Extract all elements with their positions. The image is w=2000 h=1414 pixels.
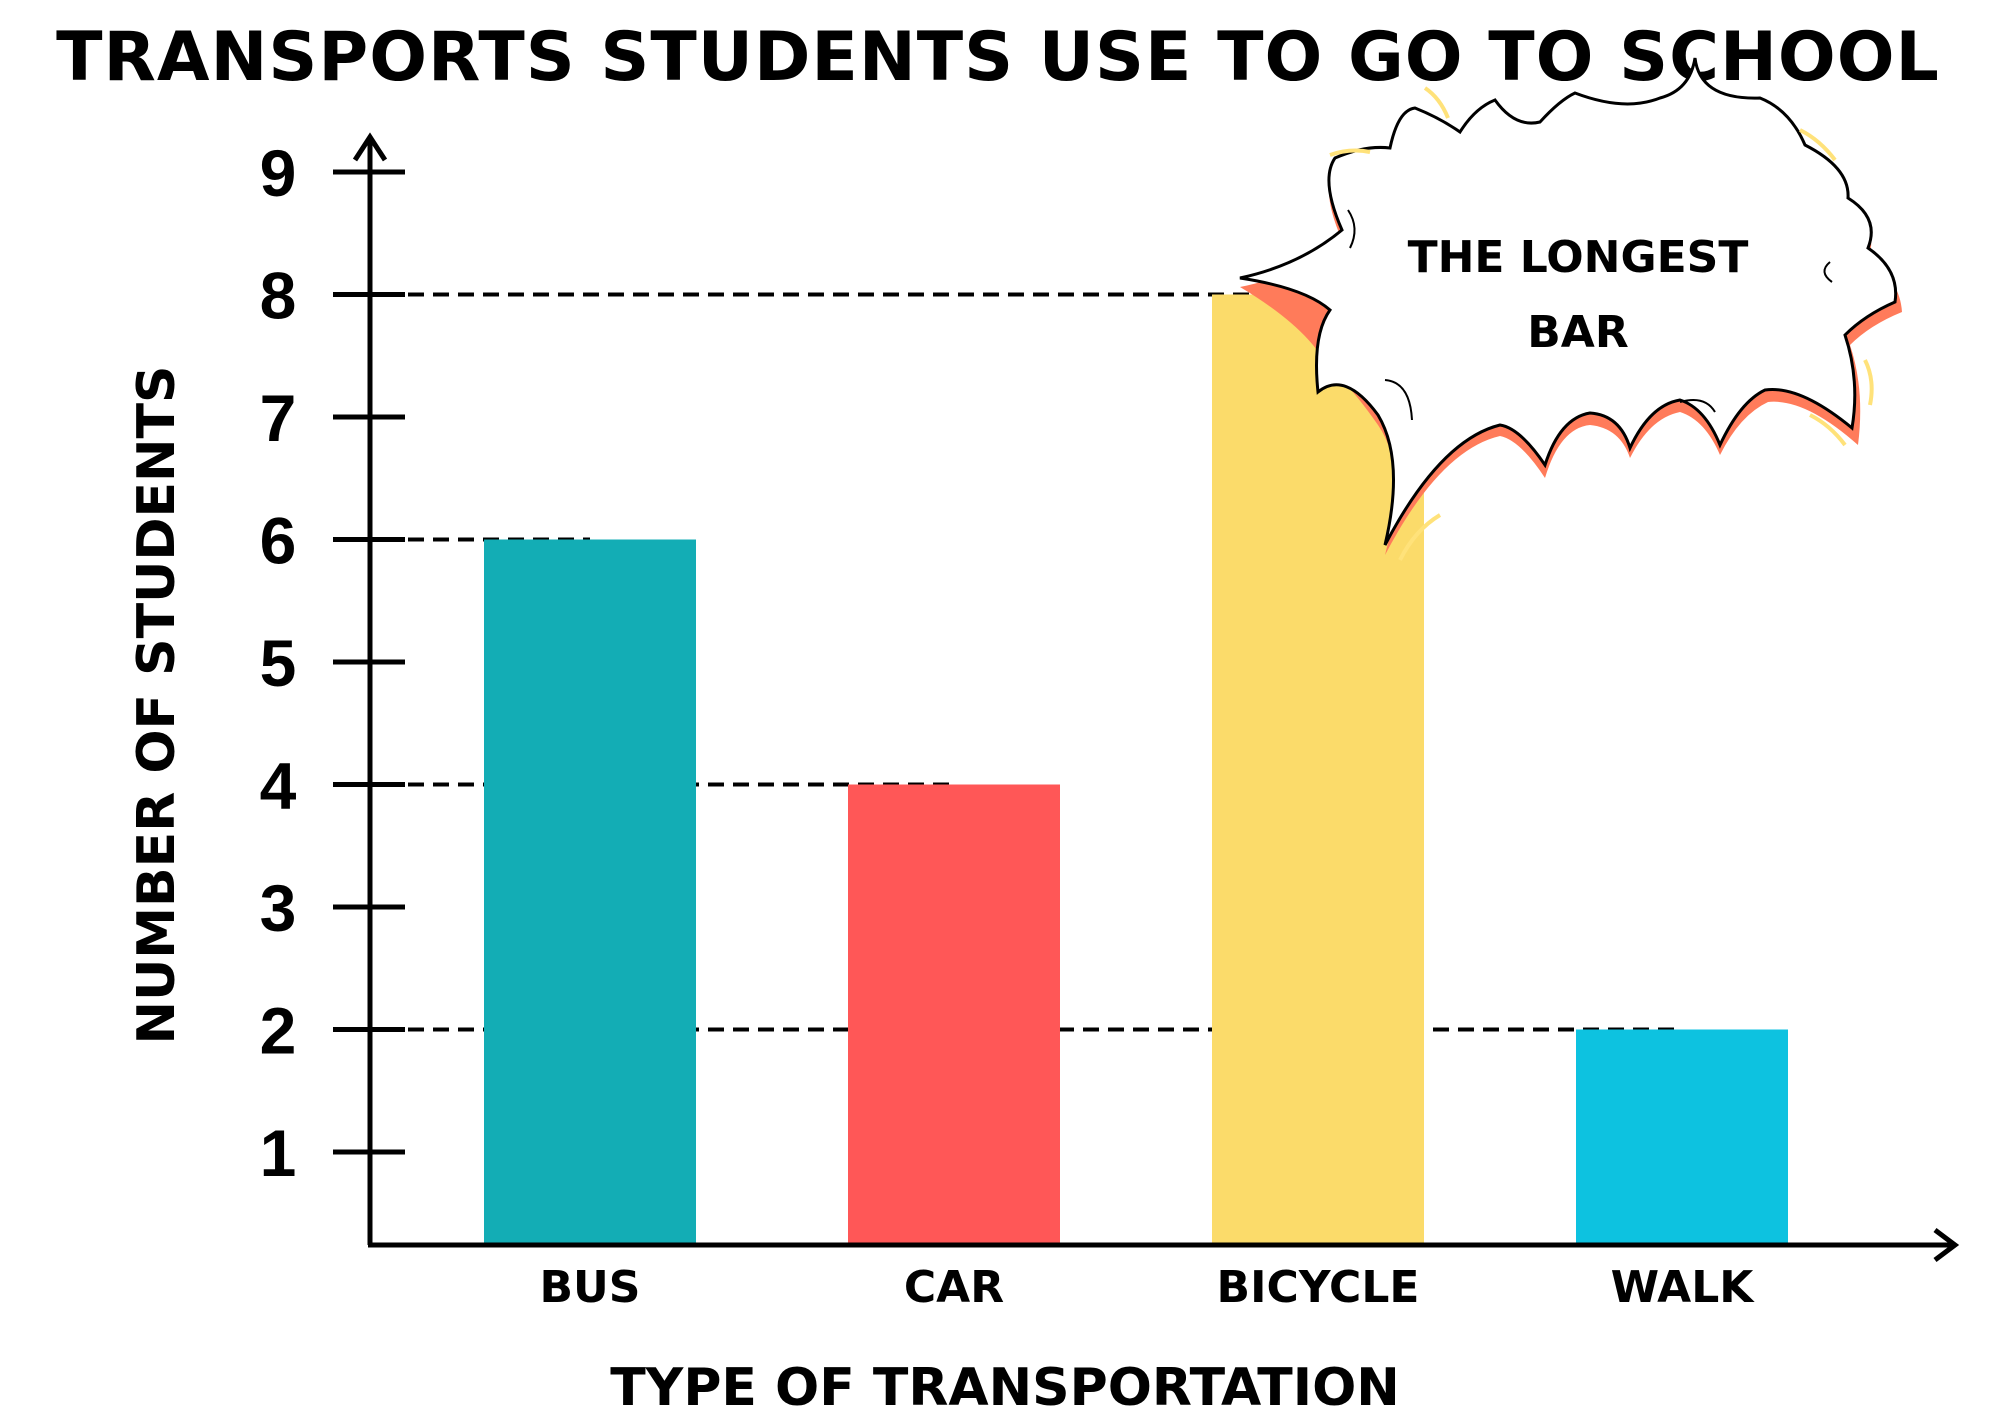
spark-mark [1398,513,1442,561]
spark-mark [1863,359,1874,406]
y-ticks: 1 2 3 4 5 6 7 8 9 [260,136,405,1190]
y-axis-label: NUMBER OF STUDENTS [127,366,187,1045]
y-tick-label: 2 [260,994,297,1068]
spark-mark [1423,86,1450,119]
bar-bus [484,539,696,1243]
y-tick-label: 6 [260,504,297,578]
bubble-outline [1239,57,1898,546]
x-axis-arrow [1933,1228,1960,1262]
y-tick-label: 1 [260,1116,297,1190]
y-tick-label: 4 [260,749,297,823]
y-tick-label: 5 [260,626,297,700]
chart-title: TRANSPORTS STUDENTS USE TO GO TO SCHOOL [56,18,1940,97]
annotation-line-1: THE LONGEST [1408,232,1749,283]
y-axis-arrow [352,132,388,162]
axes [352,132,1960,1262]
spark-mark [1799,128,1837,162]
x-ticks: BUS CAR BICYCLE WALK [540,1262,1756,1313]
x-axis-label: TYPE OF TRANSPORTATION [610,1358,1400,1414]
bars-group [484,294,1788,1243]
annotation-bubble: THE LONGEST BAR [1239,57,1902,561]
y-tick-label: 9 [260,136,297,210]
y-tick-label: 7 [260,381,297,455]
x-tick-label: BUS [540,1262,641,1313]
bar-car [848,784,1060,1243]
bar-bicycle [1212,294,1424,1243]
y-tick-label: 3 [260,871,297,945]
x-tick-label: CAR [904,1262,1004,1313]
x-tick-label: BICYCLE [1217,1262,1420,1313]
spark-mark [1329,148,1371,157]
bubble-mark [1823,261,1833,283]
y-tick-label: 8 [260,259,297,333]
bubble-mark [1347,209,1356,249]
bar-walk [1576,1029,1788,1243]
spark-mark [1809,413,1847,447]
annotation-line-2: BAR [1527,307,1628,358]
bubble-mark [1384,379,1413,421]
bubble-mark [1679,399,1716,413]
x-tick-label: WALK [1611,1262,1756,1313]
